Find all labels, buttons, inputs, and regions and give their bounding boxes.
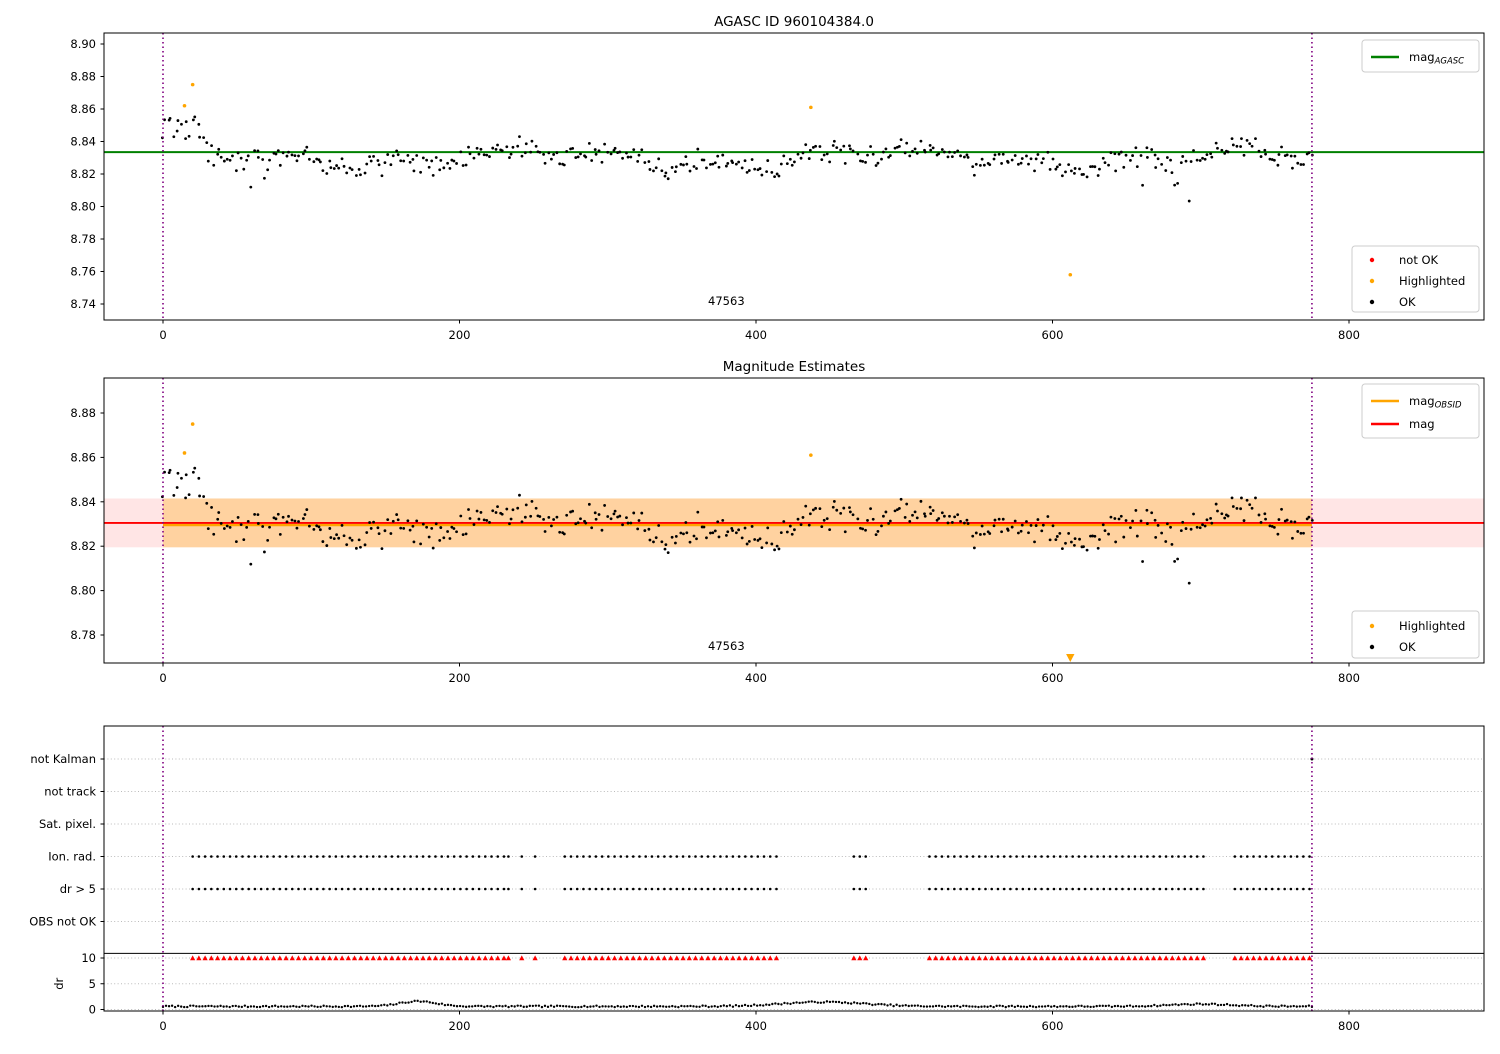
plot3-xtick-label: 800 [1338, 1019, 1360, 1033]
legend-dot-swatch [1369, 644, 1375, 650]
plot2-legend-bottom-box [1351, 610, 1480, 659]
plot3-frame [103, 725, 1485, 1012]
plot1-ytick-label: 8.88 [70, 70, 96, 84]
plot2-ytick-label: 8.82 [70, 539, 96, 553]
plot1-ytick-label: 8.86 [70, 102, 96, 116]
plot2-scatter-points [161, 466, 1314, 585]
legend-label: Highlighted [1399, 619, 1465, 633]
plot3-dr-tick-label: 0 [89, 1003, 96, 1017]
legend-dot-swatch [1369, 623, 1375, 629]
plot3-xtick-label: 0 [159, 1019, 166, 1033]
plot2-ytick-label: 8.80 [70, 584, 96, 598]
plot2-frame [103, 377, 1485, 664]
middle-plot: Magnitude Estimates 47563 [104, 359, 1484, 662]
plot3-row-label: Ion. rad. [48, 850, 96, 864]
plot1-ytick-label: 8.78 [70, 232, 96, 246]
legend-label: OK [1399, 295, 1416, 309]
plot1-xtick-label: 600 [1042, 328, 1064, 342]
plot1-ytick-label: 8.74 [70, 297, 96, 311]
clipped-point-marker [1066, 654, 1075, 662]
dr-axis-label: dr [52, 977, 66, 989]
plot2-ytick-label: 8.78 [70, 628, 96, 642]
plot1-frame [103, 32, 1485, 321]
legend-label: not OK [1399, 253, 1439, 267]
plot2-obsid-annotation: 47563 [708, 639, 745, 653]
plot2-title: Magnitude Estimates [723, 359, 865, 375]
plot3-xtick-label: 200 [449, 1019, 471, 1033]
plot3-row-label: OBS not OK [29, 915, 96, 929]
plot3-dr-tick-label: 5 [89, 977, 96, 991]
plot1-ytick-label: 8.90 [70, 37, 96, 51]
plot3-dr-tick-label: 10 [81, 951, 96, 965]
dr-trace [161, 999, 1314, 1009]
plot3-row-label: not track [44, 785, 96, 799]
plot3-xtick-label: 600 [1042, 1019, 1064, 1033]
legend-label: mag [1409, 417, 1435, 431]
plot1-legend-bottom: not OK Highlighted OK [1351, 245, 1480, 313]
legend-dot-swatch [1369, 299, 1375, 305]
plot2-ytick-label: 8.86 [70, 450, 96, 464]
plot1-xtick-label: 0 [159, 328, 166, 342]
plot3-row-label: not Kalman [30, 752, 96, 766]
plot1-highlighted-points [182, 82, 1073, 277]
plot1-title: AGASC ID 960104384.0 [714, 14, 874, 30]
plot2-xtick-label: 600 [1042, 671, 1064, 685]
legend-dot-swatch [1369, 278, 1375, 284]
plot1-xtick-label: 400 [745, 328, 767, 342]
legend-label: Highlighted [1399, 274, 1465, 288]
plot1-ytick-label: 8.76 [70, 265, 96, 279]
plot2-legend-bottom: Highlighted OK [1351, 610, 1480, 659]
dr-clipped-triangles [190, 955, 1313, 961]
plot1-xtick-label: 200 [449, 328, 471, 342]
flag-dots [191, 855, 1311, 891]
plot1-legend-top: magAGASC [1361, 39, 1480, 73]
plot2-ytick-label: 8.84 [70, 495, 96, 509]
plot3-row-label: Sat. pixel. [39, 817, 96, 831]
plot2-highlighted-points [182, 422, 813, 457]
legend-label: OK [1399, 640, 1416, 654]
plot1-ytick-label: 8.82 [70, 167, 96, 181]
top-plot: AGASC ID 960104384.0 47563 [104, 14, 1484, 308]
plot1-ytick-label: 8.84 [70, 135, 96, 149]
plot2-xtick-label: 400 [745, 671, 767, 685]
plot1-xtick-label: 800 [1338, 328, 1360, 342]
plot1-obsid-annotation: 47563 [708, 294, 745, 308]
plot2-xtick-label: 800 [1338, 671, 1360, 685]
plot1-scatter-points [161, 115, 1314, 203]
plot1-ytick-label: 8.80 [70, 200, 96, 214]
plot2-ytick-label: 8.88 [70, 406, 96, 420]
plot2-xtick-label: 200 [449, 671, 471, 685]
plot1-legend-bottom-box [1351, 245, 1480, 313]
plot1-legend-top-box [1361, 39, 1480, 73]
plot2-xtick-label: 0 [159, 671, 166, 685]
plot3-row-label: dr > 5 [60, 882, 96, 896]
plot3-xtick-label: 400 [745, 1019, 767, 1033]
bottom-plot: not Kalman not track Sat. pixel. Ion. rad. d… [29, 752, 1484, 1017]
legend-dot-swatch [1369, 257, 1375, 263]
